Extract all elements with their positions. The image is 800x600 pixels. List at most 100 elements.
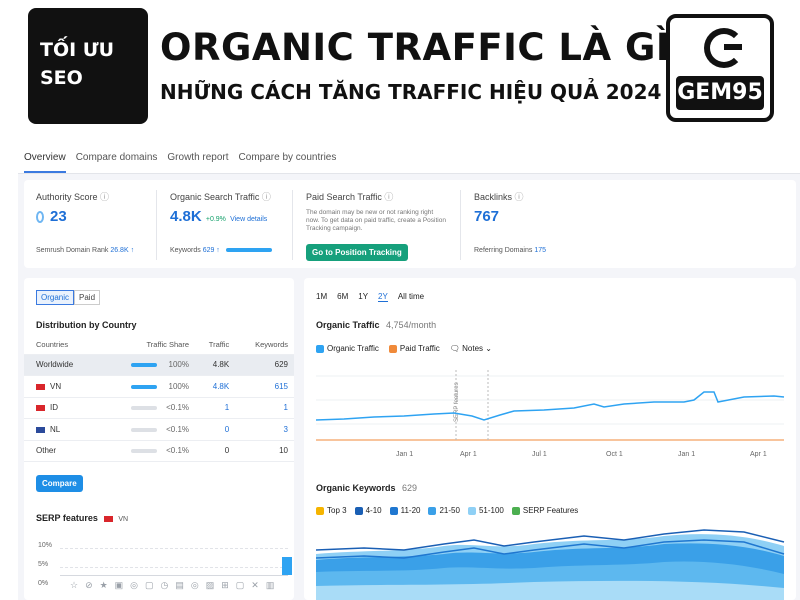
keywords-value[interactable]: 629 ↑ — [202, 247, 220, 254]
tab-compare-by-countries[interactable]: Compare by countries — [238, 152, 337, 163]
x-tick: Jan 1 — [396, 451, 413, 458]
table-row[interactable]: NL <0.1% 0 3 — [24, 418, 294, 441]
divider — [460, 190, 461, 260]
info-icon[interactable]: ⓘ — [384, 192, 394, 202]
share-bar — [130, 363, 157, 368]
col-traffic-share: Traffic Share — [99, 336, 193, 355]
distribution-title: Distribution by Country — [36, 320, 137, 330]
flag-icon — [36, 383, 45, 390]
tab-growth-report[interactable]: Growth report — [167, 152, 229, 163]
authority-value[interactable]: 23 — [50, 208, 67, 225]
period-6m[interactable]: 6M — [337, 292, 349, 301]
share-bar — [130, 406, 157, 411]
country-table: Countries Traffic Share Traffic Keywords… — [24, 336, 294, 462]
checkbox-icon — [467, 506, 476, 515]
table-row[interactable]: VN 100% 4.8K 615 — [24, 375, 294, 398]
chevron-down-icon: ⌄ — [485, 344, 492, 353]
share-bar — [130, 449, 157, 454]
tab-overview[interactable]: Overview — [24, 152, 66, 173]
traffic-cell[interactable]: 1 — [193, 397, 234, 419]
serp-grid — [60, 567, 288, 568]
overview-tabs: Overview Compare domains Growth report C… — [18, 140, 800, 174]
x-tick: Jan 1 — [678, 451, 695, 458]
legend-top3[interactable]: Top 3 — [316, 506, 347, 515]
info-icon[interactable]: ⓘ — [261, 192, 271, 202]
checkbox-icon — [316, 506, 324, 515]
organic-label: Organic Search Traffic — [170, 192, 260, 202]
table-row[interactable]: Worldwide 100% 4.8K 629 — [24, 354, 294, 376]
share-cell: <0.1% — [99, 418, 193, 441]
period-2y[interactable]: 2Y — [378, 292, 388, 302]
compare-button[interactable]: Compare — [36, 475, 83, 492]
table-row[interactable]: Other <0.1% 0 10 — [24, 440, 294, 462]
col-traffic: Traffic — [193, 336, 234, 355]
keywords-label: Keywords — [170, 247, 201, 254]
info-icon[interactable]: ⓘ — [100, 192, 110, 202]
badge-line-1: TỐI ƯU — [40, 39, 115, 61]
x-tick: Jul 1 — [532, 451, 547, 458]
referring-domains-value[interactable]: 175 — [534, 247, 546, 254]
keywords-cell: 10 — [233, 440, 294, 462]
organic-keywords-header: Organic Keywords 629 — [316, 483, 417, 493]
serp-baseline — [60, 575, 288, 576]
legend-paid[interactable]: Paid Traffic — [388, 344, 440, 353]
score-ring-icon — [36, 211, 44, 224]
keywords-legend: Top 3 4-10 11-20 21-50 51-100 SERP Featu… — [316, 506, 578, 515]
share-bar — [130, 384, 157, 389]
country-cell[interactable]: NL — [24, 418, 100, 441]
x-tick: Apr 1 — [750, 451, 767, 458]
period-1m[interactable]: 1M — [316, 292, 328, 301]
legend-11-20[interactable]: 11-20 — [389, 506, 420, 515]
checkbox-icon — [354, 506, 363, 515]
keywords-cell[interactable]: 1 — [233, 397, 294, 419]
organic-keywords-value: 629 — [402, 483, 418, 493]
backlinks-value[interactable]: 767 — [474, 208, 500, 225]
legend-51-100[interactable]: 51-100 — [467, 506, 504, 515]
legend-21-50[interactable]: 21-50 — [428, 506, 460, 515]
traffic-cell[interactable]: 0 — [193, 418, 234, 441]
view-details-link[interactable]: View details — [230, 216, 268, 223]
organic-value[interactable]: 4.8K — [170, 208, 202, 225]
domain-rank-label: Semrush Domain Rank — [36, 247, 109, 254]
organic-traffic-value: 4,754/month — [386, 320, 437, 330]
country-cell[interactable]: Other — [24, 440, 100, 462]
traffic-cell[interactable]: 4.8K — [193, 375, 234, 398]
legend-serp-features[interactable]: SERP Features — [511, 506, 578, 515]
legend-4-10[interactable]: 4-10 — [354, 506, 382, 515]
keywords-cell[interactable]: 615 — [233, 375, 294, 398]
country-cell[interactable]: VN — [24, 375, 100, 398]
country-cell[interactable]: Worldwide — [24, 354, 100, 376]
period-all-time[interactable]: All time — [397, 292, 425, 301]
organic-traffic-header: Organic Traffic 4,754/month — [316, 320, 436, 330]
info-icon[interactable]: ⓘ — [514, 192, 524, 202]
referring-domains-label: Referring Domains — [474, 247, 533, 254]
organic-delta: +0.9% — [205, 216, 226, 223]
banner-title: ORGANIC TRAFFIC LÀ GÌ — [160, 26, 671, 69]
semrush-overview: Overview Compare domains Growth report C… — [18, 140, 800, 600]
flag-icon — [36, 405, 45, 412]
table-row[interactable]: ID <0.1% 1 1 — [24, 397, 294, 419]
traffic-legend: Organic Traffic Paid Traffic 🗨 Notes ⌄ — [316, 344, 492, 353]
period-1y[interactable]: 1Y — [358, 292, 369, 301]
line-11-20 — [315, 539, 785, 559]
country-cell[interactable]: ID — [24, 397, 100, 419]
serp-ytick: 5% — [38, 561, 49, 568]
col-countries: Countries — [24, 336, 100, 355]
notes-dropdown[interactable]: 🗨 Notes ⌄ — [449, 344, 492, 353]
checkbox-icon — [388, 344, 397, 353]
domain-rank-value[interactable]: 26.8K ↑ — [110, 247, 135, 254]
badge-line-2: SEO — [40, 67, 83, 89]
checkbox-icon — [511, 506, 520, 515]
area-4-10 — [316, 580, 784, 600]
keywords-cell: 629 — [233, 354, 294, 376]
position-tracking-button[interactable]: Go to Position Tracking — [306, 244, 408, 261]
keywords-cell[interactable]: 3 — [233, 418, 294, 441]
tab-compare-domains[interactable]: Compare domains — [75, 152, 158, 163]
share-cell: 100% — [99, 354, 193, 376]
toggle-organic[interactable]: Organic — [36, 290, 75, 305]
legend-organic[interactable]: Organic Traffic — [316, 344, 379, 353]
toggle-paid[interactable]: Paid — [74, 290, 101, 305]
checkbox-icon — [316, 344, 324, 353]
serp-bar — [282, 557, 292, 575]
share-cell: 100% — [99, 375, 193, 398]
